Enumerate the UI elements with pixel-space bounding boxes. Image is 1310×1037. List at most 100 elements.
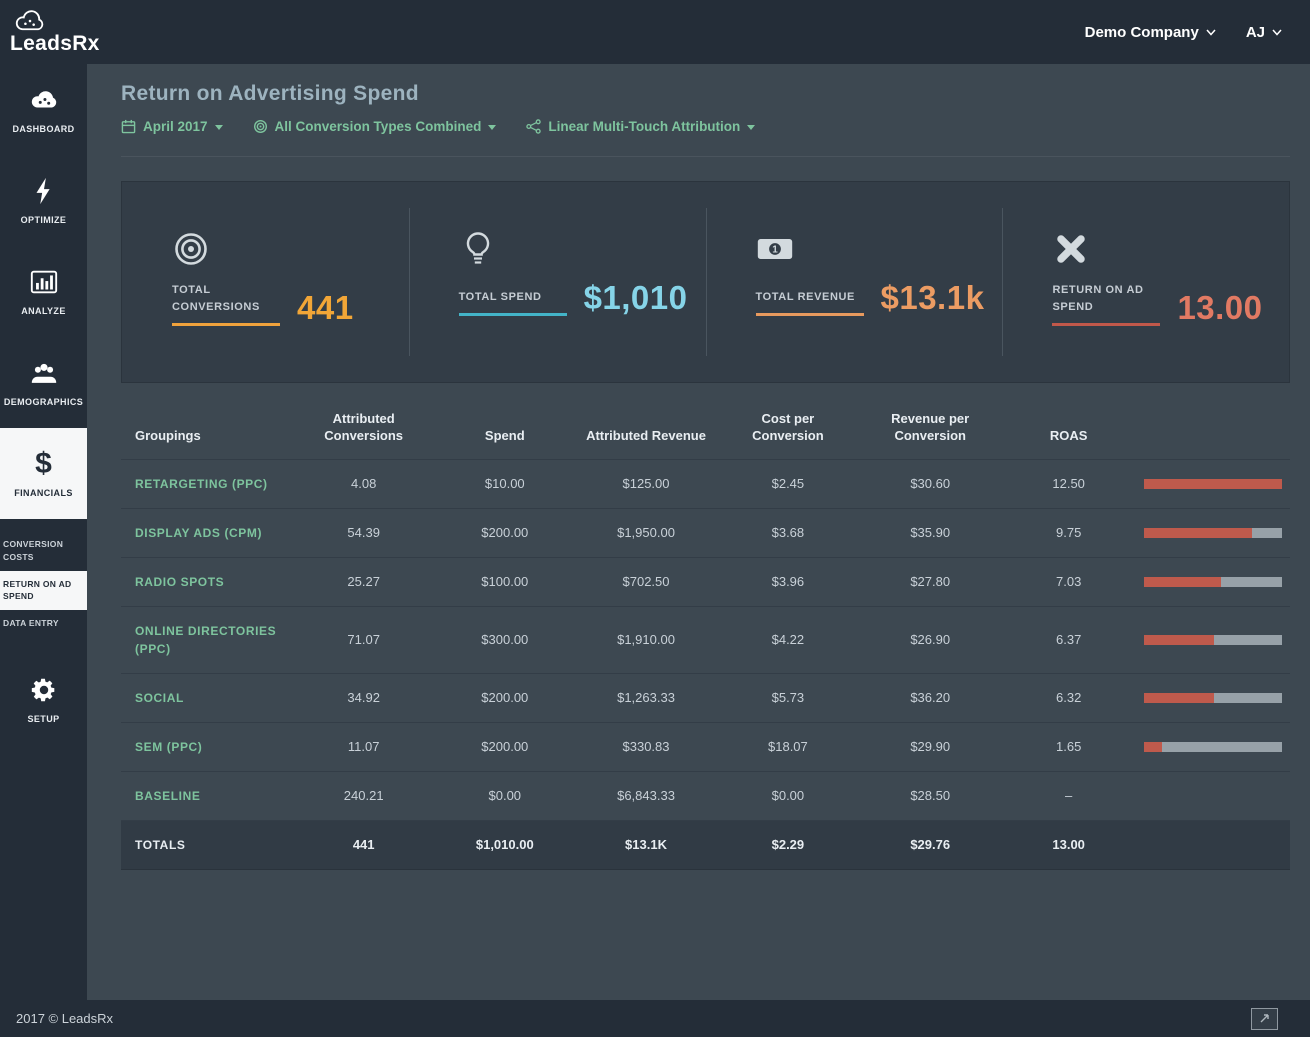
sidebar-item-setup[interactable]: SETUP bbox=[0, 665, 87, 735]
roas-bar-fill bbox=[1143, 527, 1252, 538]
roas-bar-track bbox=[1143, 634, 1282, 645]
banknote-icon: 1 bbox=[756, 230, 985, 268]
cost-per-conversion-cell: $3.96 bbox=[716, 556, 860, 607]
kpi-block: TOTAL SPEND $1,010 bbox=[408, 182, 706, 382]
company-name: Demo Company bbox=[1084, 23, 1199, 41]
attributed-conversions-cell: 34.92 bbox=[293, 672, 435, 723]
sidebar-item-label: DASHBOARD bbox=[12, 124, 75, 134]
grouping-cell: Totals bbox=[121, 819, 294, 870]
footer-bar: 2017 © LeadsRx bbox=[0, 1000, 1310, 1037]
revenue-per-conversion-cell: $29.90 bbox=[859, 721, 1002, 772]
roas-cell: 7.03 bbox=[1001, 556, 1136, 607]
company-selector[interactable]: Demo Company bbox=[1085, 24, 1216, 41]
topbar-right: Demo Company AJ bbox=[1085, 24, 1282, 41]
sidebar-item-financials[interactable]: $ FINANCIALS bbox=[0, 428, 87, 519]
sidebar-item-optimize[interactable]: OPTIMIZE bbox=[0, 155, 87, 246]
grouping-cell: Radio Spots bbox=[121, 556, 294, 607]
sidebar-item-demographics[interactable]: DEMOGRAPHICS bbox=[0, 337, 87, 428]
grouping-cell: Baseline bbox=[121, 770, 294, 821]
copyright-text: 2017 © LeadsRx bbox=[16, 1011, 114, 1026]
top-header-bar: LeadsRx Demo Company AJ bbox=[0, 0, 1310, 64]
roas-cell: – bbox=[1001, 770, 1136, 821]
kpi-block: TOTAL CONVERSIONS 441 bbox=[122, 182, 409, 382]
roas-bar-track bbox=[1143, 692, 1282, 703]
cost-per-conversion-cell: $4.22 bbox=[716, 605, 860, 674]
roas-bar-track bbox=[1143, 478, 1282, 489]
footer-corner-button[interactable] bbox=[1251, 1007, 1278, 1030]
attributed-revenue-cell: $125.00 bbox=[575, 458, 717, 509]
kpi-label: RETURN ON AD SPEND bbox=[1052, 282, 1161, 327]
revenue-per-conversion-cell: $36.20 bbox=[859, 672, 1002, 723]
roas-bar-cell bbox=[1135, 458, 1290, 509]
kpi-value: 13.00 bbox=[1177, 288, 1263, 326]
kpi-value: 441 bbox=[297, 288, 354, 326]
sidebar-item-label: SETUP bbox=[27, 714, 60, 725]
spend-cell: $200.00 bbox=[434, 721, 576, 772]
roas-cell: 1.65 bbox=[1001, 721, 1136, 772]
bar-chart-icon bbox=[30, 270, 57, 294]
spend-cell: $200.00 bbox=[434, 507, 576, 558]
kpi-label: TOTAL CONVERSIONS bbox=[172, 282, 280, 327]
column-header-spend: Spend bbox=[484, 427, 525, 443]
sidebar-subitem-data-entry[interactable]: DATA ENTRY bbox=[0, 610, 87, 637]
revenue-per-conversion-cell: $26.90 bbox=[859, 605, 1002, 674]
sidebar-subitem-conversion-costs[interactable]: CONVERSION COSTS bbox=[0, 531, 87, 571]
svg-text:1: 1 bbox=[772, 245, 778, 256]
column-header-roas-bar bbox=[1136, 399, 1290, 459]
kpi-summary-card: TOTAL CONVERSIONS 441 TOTAL SPEND $1,010 bbox=[121, 181, 1290, 383]
user-menu[interactable]: AJ bbox=[1246, 24, 1282, 41]
roas-bar-track bbox=[1143, 741, 1282, 752]
leadsrx-logo[interactable]: LeadsRx bbox=[10, 10, 100, 54]
attribution-model-dropdown[interactable]: Linear Multi-Touch Attribution bbox=[526, 119, 756, 134]
attributed-conversions-cell: 11.07 bbox=[293, 721, 435, 772]
conversion-type-dropdown[interactable]: All Conversion Types Combined bbox=[253, 119, 497, 134]
attributed-revenue-cell: $1,910.00 bbox=[575, 605, 717, 674]
attributed-revenue-cell: $1,263.33 bbox=[575, 672, 717, 723]
roas-bar-cell bbox=[1135, 721, 1290, 772]
roas-bar-track bbox=[1143, 527, 1282, 538]
cross-icon bbox=[1052, 230, 1271, 268]
kpi-block: 1 TOTAL REVENUE $13.1k bbox=[705, 182, 1003, 382]
roas-cell: 9.75 bbox=[1001, 507, 1136, 558]
attributed-revenue-cell: $13.1K bbox=[575, 819, 717, 870]
subitem-label: DATA ENTRY bbox=[3, 618, 59, 628]
roas-bar-cell bbox=[1135, 819, 1290, 870]
grouping-cell: Social bbox=[121, 672, 294, 723]
attribution-model-label: Linear Multi-Touch Attribution bbox=[548, 119, 741, 134]
cost-per-conversion-cell: $3.68 bbox=[716, 507, 860, 558]
attributed-conversions-cell: 240.21 bbox=[293, 770, 435, 821]
table-row: Online Directories (PPC) 71.07 $300.00 $1,9… bbox=[121, 605, 1290, 674]
roas-bar-fill bbox=[1143, 478, 1282, 489]
dollar-icon: $ bbox=[35, 447, 52, 480]
roas-bar-cell bbox=[1135, 556, 1290, 607]
spend-cell: $200.00 bbox=[434, 672, 576, 723]
cost-per-conversion-cell: $2.45 bbox=[716, 458, 860, 509]
lightning-icon bbox=[36, 177, 50, 205]
kpi-label: TOTAL REVENUE bbox=[755, 289, 864, 317]
grouping-cell: Online Directories (PPC) bbox=[121, 605, 294, 674]
sidebar-subitem-return-on-ad-spend[interactable]: RETURN ON AD SPEND bbox=[0, 570, 87, 610]
attributed-revenue-cell: $702.50 bbox=[575, 556, 717, 607]
lightbulb-icon bbox=[459, 230, 688, 268]
roas-bar-cell bbox=[1135, 672, 1290, 723]
sidebar-item-dashboard[interactable]: DASHBOARD bbox=[0, 64, 87, 155]
attributed-conversions-cell: 54.39 bbox=[293, 507, 435, 558]
sidebar: DASHBOARD OPTIMIZE ANALYZE DEMOGRAPHICS … bbox=[0, 64, 87, 1000]
date-range-dropdown[interactable]: April 2017 bbox=[121, 119, 223, 134]
roas-bar-cell bbox=[1135, 605, 1290, 674]
spend-cell: $1,010.00 bbox=[434, 819, 576, 870]
attributed-conversions-cell: 71.07 bbox=[293, 605, 435, 674]
cost-per-conversion-cell: $2.29 bbox=[716, 819, 860, 870]
roas-cell: 12.50 bbox=[1001, 458, 1136, 509]
sidebar-item-label: DEMOGRAPHICS bbox=[3, 397, 84, 407]
subitem-label: CONVERSION COSTS bbox=[3, 539, 64, 562]
attributed-conversions-cell: 4.08 bbox=[293, 458, 435, 509]
table-row: Radio Spots 25.27 $100.00 $702.50 $3.96 $27.8… bbox=[121, 556, 1290, 607]
caret-down-icon bbox=[747, 125, 756, 130]
column-header-revenue-per-conversion: Revenue per Conversion bbox=[891, 411, 970, 443]
grouping-cell: Display Ads (CPM) bbox=[121, 507, 294, 558]
column-header-roas: ROAS bbox=[1049, 427, 1088, 443]
main-content: Return on Advertising Spend April 2017 A… bbox=[87, 64, 1310, 1000]
sidebar-item-analyze[interactable]: ANALYZE bbox=[0, 246, 87, 337]
attributed-revenue-cell: $330.83 bbox=[575, 721, 717, 772]
